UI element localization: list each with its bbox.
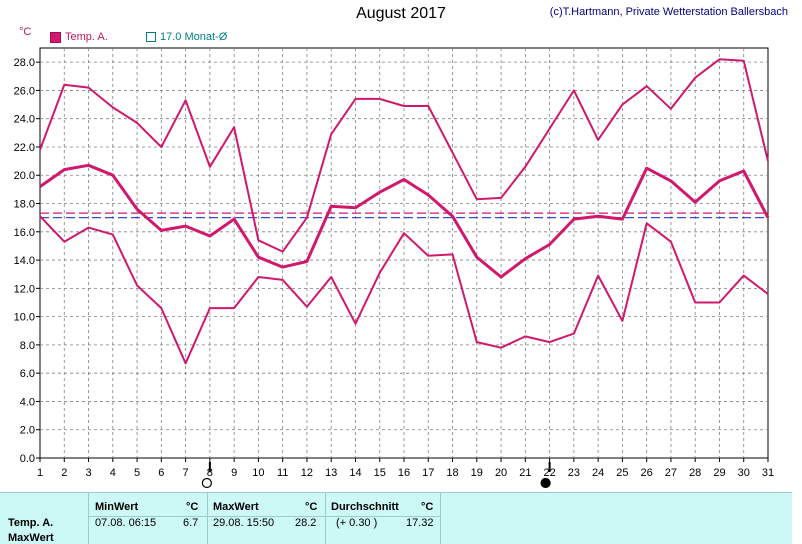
- x-tick-label: 21: [519, 467, 531, 479]
- moon-full-icon: [201, 477, 212, 489]
- x-tick-label: 9: [231, 467, 237, 479]
- y-tick-label: 22.0: [14, 142, 35, 154]
- x-tick-label: 15: [374, 467, 386, 479]
- x-tick-label: 28: [689, 467, 701, 479]
- max-header: MaxWert: [213, 501, 259, 513]
- series-line-max: [39, 58, 769, 253]
- x-tick-label: 12: [301, 467, 313, 479]
- y-tick-label: 18.0: [14, 199, 35, 211]
- x-tick-label: 8: [207, 467, 213, 479]
- y-tick-label: 12.0: [14, 283, 35, 295]
- max-value: 28.2: [295, 517, 317, 529]
- x-tick-label: 6: [158, 467, 164, 479]
- x-tick-label: 2: [61, 467, 67, 479]
- series-line-mean: [39, 163, 770, 279]
- legend-temp: Temp. A.: [50, 31, 108, 43]
- avg-header: Durchschnitt: [331, 501, 399, 513]
- x-tick-label: 30: [738, 467, 750, 479]
- y-tick-label: 16.0: [14, 227, 35, 239]
- y-tick-label: 2.0: [20, 425, 35, 437]
- y-tick-label: 24.0: [14, 114, 35, 126]
- x-tick-label: 20: [495, 467, 507, 479]
- min-time: 07.08. 06:15: [95, 517, 157, 529]
- max-unit: °C: [305, 501, 318, 513]
- y-tick-label: 20.0: [14, 170, 35, 182]
- y-tick-label: 26.0: [14, 85, 35, 97]
- summary-table: MinWert °C MaxWert °C Durchschnitt °C Te…: [0, 492, 792, 544]
- x-tick-label: 26: [641, 467, 653, 479]
- min-unit: °C: [186, 501, 199, 513]
- legend-avg-swatch: [146, 32, 156, 42]
- legend-temp-label: Temp. A.: [65, 31, 108, 43]
- copyright-text: (c)T.Hartmann, Private Wetterstation Bal…: [549, 6, 788, 18]
- x-tick-label: 4: [110, 467, 116, 479]
- x-tick-label: 25: [616, 467, 628, 479]
- x-tick-label: 22: [543, 467, 555, 479]
- chart-title: August 2017: [356, 5, 446, 22]
- temperature-chart: 0.0 2.0 4.0 6.0 8.0 10.0 12.0 14.0 16.0 18.0 20.0 2…: [14, 47, 774, 489]
- x-tick-label: 1: [37, 467, 43, 479]
- legend-monthly-average: 17.0 Monat-Ø: [146, 31, 227, 43]
- y-axis-unit: °C: [19, 26, 32, 38]
- x-tick-label: 17: [422, 467, 434, 479]
- moon-new-icon: [540, 477, 551, 489]
- avg-value: 17.32: [406, 517, 434, 529]
- row-label-secondary: MaxWert: [8, 532, 54, 544]
- series-line-min: [39, 215, 769, 365]
- y-tick-label: 10.0: [14, 312, 35, 324]
- x-tick-label: 31: [762, 467, 774, 479]
- legend-temp-swatch: [50, 31, 61, 43]
- x-tick-label: 29: [713, 467, 725, 479]
- y-tick-label: 0.0: [20, 453, 35, 465]
- x-tick-label: 10: [252, 467, 264, 479]
- x-tick-label: 14: [349, 467, 361, 479]
- x-tick-label: 16: [398, 467, 410, 479]
- x-tick-label: 27: [665, 467, 677, 479]
- y-tick-label: 14.0: [14, 255, 35, 267]
- x-tick-label: 3: [85, 467, 91, 479]
- x-tick-label: 11: [277, 467, 288, 479]
- x-tick-label: 19: [471, 467, 483, 479]
- y-tick-label: 8.0: [20, 340, 35, 352]
- y-tick-label: 4.0: [20, 396, 35, 408]
- x-tick-label: 5: [134, 467, 140, 479]
- y-tick-label: 28.0: [14, 57, 35, 69]
- x-tick-label: 7: [183, 467, 189, 479]
- y-tick-label: 6.0: [20, 368, 35, 380]
- x-tick-label: 24: [592, 467, 604, 479]
- row-label: Temp. A.: [8, 517, 54, 529]
- min-header: MinWert: [95, 501, 139, 513]
- x-tick-label: 18: [446, 467, 458, 479]
- x-tick-label: 13: [325, 467, 337, 479]
- max-time: 29.08. 15:50: [213, 517, 275, 529]
- avg-delta: (+ 0.30 ): [336, 517, 378, 529]
- x-tick-label: 23: [568, 467, 580, 479]
- avg-unit: °C: [421, 501, 434, 513]
- min-value: 6.7: [183, 517, 199, 529]
- legend-avg-label: 17.0 Monat-Ø: [160, 31, 228, 43]
